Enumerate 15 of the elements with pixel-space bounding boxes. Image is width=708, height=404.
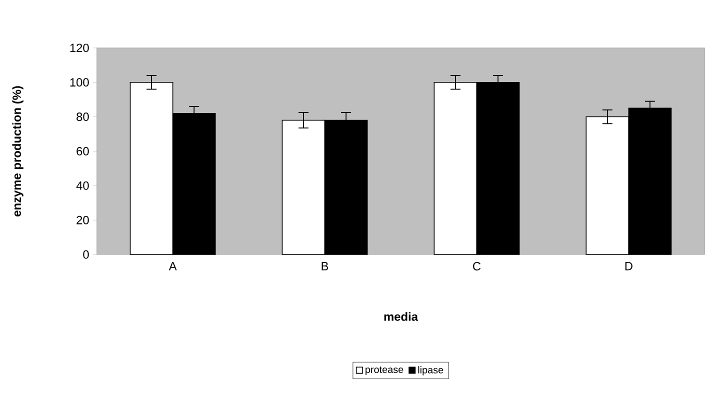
x-tick-label: C (473, 262, 481, 270)
y-axis-title: enzyme production (%) (12, 86, 24, 216)
y-tick-label: 40 (76, 181, 89, 190)
y-tick-label: 120 (70, 44, 89, 52)
y-tick-label: 100 (70, 78, 89, 86)
x-tick-label: D (625, 262, 632, 270)
y-tick-label: 80 (76, 112, 89, 121)
legend-label: lipase (418, 366, 444, 376)
x-tick-label: A (168, 262, 177, 270)
y-tick-label: 20 (76, 216, 89, 224)
x-tick-label: B (322, 262, 328, 270)
y-tick-label: 0 (83, 250, 89, 259)
legend-label: protease (366, 366, 404, 375)
x-axis-title: media (384, 312, 418, 321)
y-tick-label: 60 (76, 146, 89, 156)
